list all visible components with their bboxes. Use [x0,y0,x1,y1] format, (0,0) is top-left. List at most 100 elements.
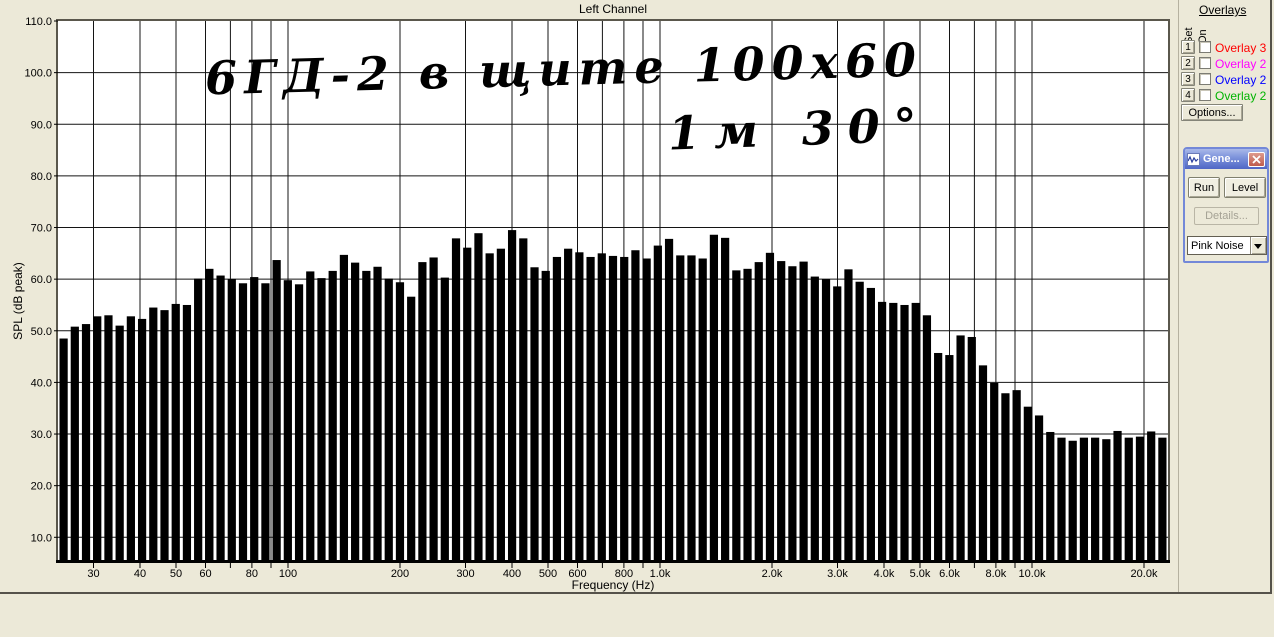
details-button[interactable]: Details... [1194,207,1259,225]
spectrum-bar [575,252,584,561]
run-button[interactable]: Run [1188,177,1220,198]
overlay-on-checkbox-3[interactable] [1199,73,1211,85]
options-button[interactable]: Options... [1181,104,1243,121]
level-button[interactable]: Level [1224,177,1266,198]
x-tick-label: 100 [279,568,297,580]
spectrum-bar [227,279,236,560]
spectrum-bar [250,277,259,560]
spectrum-bar [631,250,640,561]
close-icon[interactable] [1248,151,1265,167]
generator-body: Run Level Details... Pink Noise [1185,169,1267,261]
spectrum-bar [205,268,214,560]
window-right-edge [1270,0,1272,594]
spectrum-bar [934,352,943,560]
x-tick-label: 600 [568,568,586,580]
x-tick-label: 80 [246,568,258,580]
spectrum-bar [429,257,438,560]
spectrum-bar [765,252,775,560]
spectrum-bar [855,281,864,560]
chart-title: Left Channel [578,2,648,16]
spectrum-bar [1023,406,1032,560]
spectrum-bar [373,266,382,560]
spectrum-bar [687,255,696,560]
spectrum-bar [70,326,79,560]
spectrum-bar [1113,430,1122,560]
spectrum-bar [564,248,573,560]
spectrum-bar [395,282,405,560]
spectrum-bar [272,260,281,560]
y-tick-label: 50.0 [31,326,52,338]
panel-separator [1178,0,1179,592]
x-tick-label: 6.0k [939,568,960,580]
spectrum-bar [620,256,629,560]
spectrum-bar [530,267,539,560]
spectrum-bar [1046,431,1055,560]
x-tick-label: 300 [456,568,474,580]
overlay-on-checkbox-2[interactable] [1199,57,1211,69]
y-tick-label: 90.0 [31,119,52,131]
spectrum-bar [362,270,371,560]
x-tick-label: 8.0k [986,568,1007,580]
x-tick-label: 2.0k [762,568,783,580]
spectrum-bar [507,230,517,560]
spectrum-bar [642,258,651,560]
y-tick-label: 10.0 [31,532,52,544]
overlay-set-button-1[interactable]: 1 [1181,40,1195,54]
y-tick-label: 70.0 [31,223,52,235]
spectrum-bar [889,302,898,560]
spectrum-bar [821,279,831,560]
spectrum-bar [810,276,819,560]
spectrum-bar [519,238,528,561]
y-tick-label: 100.0 [24,68,52,80]
x-tick-label: 3.0k [827,568,848,580]
spectrum-bar [137,318,147,560]
spectrum-bar [990,382,999,560]
overlay-set-button-2[interactable]: 2 [1181,56,1195,70]
overlay-on-checkbox-4[interactable] [1199,89,1211,101]
spectrum-bar [351,262,360,560]
spectrum-bar [283,280,292,560]
spectrum-bar [922,315,932,560]
spectrum-bar [978,365,988,560]
y-tick-label: 110.0 [25,16,52,28]
overlay-set-button-4[interactable]: 4 [1181,88,1195,102]
spectrum-bar [1079,437,1089,560]
spectrum-bar [833,286,842,560]
x-axis-title: Frequency (Hz) [571,578,655,592]
overlay-label-3: Overlay 2 [1215,73,1267,87]
combo-dropdown-button[interactable] [1250,237,1266,254]
spectrum-bar [732,270,741,560]
spectrum-bar [1135,436,1145,560]
spectrum-bar [1158,437,1167,560]
spectrum-bar [866,287,875,560]
spectrum-bar [676,255,685,560]
overlays-title: Overlays [1199,3,1247,17]
spectrum-bar [407,296,416,560]
y-tick-label: 30.0 [31,429,52,441]
spectrum-bar [115,325,124,560]
overlay-set-button-3[interactable]: 3 [1181,72,1195,86]
spectrum-bar [306,271,315,560]
spectrum-bar [664,238,674,560]
spectrum-bar [608,255,618,561]
overlay-label-2: Overlay 2 [1215,57,1267,71]
x-tick-label: 800 [615,568,633,580]
spectrum-bar [93,316,102,560]
spectrum-bar [496,248,505,560]
spectrum-bar [81,324,91,560]
spectrum-bar [160,310,169,560]
spectrum-bar [1091,437,1100,560]
overlay-label-4: Overlay 2 [1215,89,1267,103]
window-bottom-edge [0,592,1272,594]
overlay-on-checkbox-1[interactable] [1199,41,1211,53]
generator-titlebar[interactable]: Gene... [1185,149,1267,169]
chevron-down-icon [1254,244,1262,249]
x-tick-label: 500 [539,568,557,580]
spectrum-bar [586,256,595,560]
signal-type-select[interactable]: Pink Noise [1187,236,1267,255]
signal-type-value: Pink Noise [1191,240,1244,252]
y-tick-label: 80.0 [31,171,52,183]
spectrum-bar [754,262,763,560]
spectrum-bar [900,304,909,560]
